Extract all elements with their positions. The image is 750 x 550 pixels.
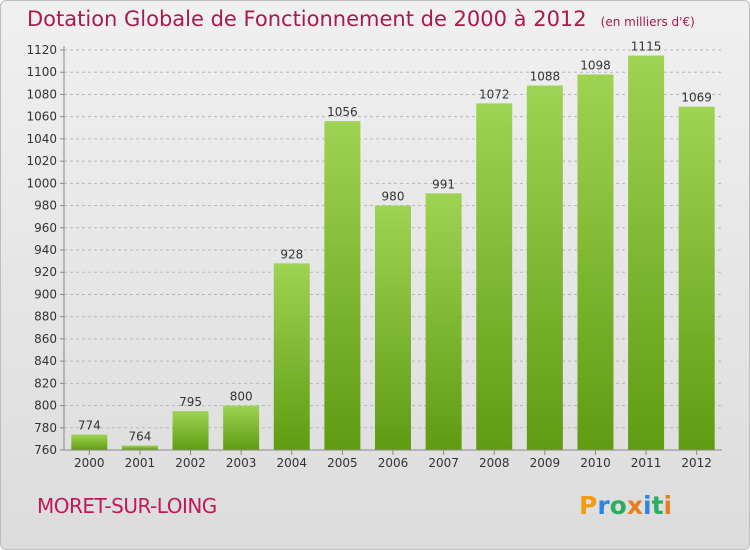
bar [577, 74, 614, 450]
x-tick-label: 2009 [530, 456, 561, 470]
bar [375, 205, 411, 450]
x-tick-label: 2007 [428, 456, 459, 470]
value-label: 795 [179, 395, 202, 409]
title-text: Dotation Globale de Fonctionnement de 20… [27, 7, 587, 31]
x-tick-label: 2006 [378, 456, 409, 470]
bar [324, 121, 361, 450]
bar [172, 411, 209, 450]
y-tick-label: 940 [34, 243, 57, 257]
logo-letter: P [579, 491, 598, 520]
y-tick-label: 1020 [26, 154, 57, 168]
logo-letter: t [651, 491, 664, 520]
value-labels: 774 764 795 800 928 1056 980 991 1072 1088 1098 111… [78, 40, 712, 444]
value-label: 980 [382, 190, 405, 204]
x-tick-label: 2002 [175, 456, 206, 470]
logo-letter: o [609, 491, 627, 520]
value-label: 764 [128, 430, 151, 444]
x-tick-label: 2008 [479, 456, 510, 470]
logo-letter: r [597, 491, 610, 520]
value-label: 1115 [631, 40, 662, 54]
y-tick-label: 760 [34, 443, 57, 457]
x-tick-label: 2003 [226, 456, 257, 470]
y-tick-label: 1000 [26, 176, 57, 190]
logo-letter: i [663, 491, 673, 520]
value-label: 991 [432, 177, 455, 191]
y-axis-ticks: 760 780 800 820 840 860 880 900 920 940 960 980 1000… [26, 43, 64, 457]
value-label: 1072 [479, 87, 510, 101]
y-tick-label: 900 [34, 287, 57, 301]
value-label: 1056 [327, 105, 358, 119]
y-tick-label: 920 [34, 265, 57, 279]
chart-subtitle: (en milliers d'€) [600, 15, 695, 29]
chart-title: Dotation Globale de Fonctionnement de 20… [27, 7, 695, 31]
y-tick-label: 960 [34, 221, 57, 235]
value-label: 800 [230, 390, 253, 404]
x-tick-label: 2004 [276, 456, 307, 470]
y-tick-label: 860 [34, 332, 57, 346]
y-tick-label: 820 [34, 376, 57, 390]
value-label: 928 [280, 247, 303, 261]
y-tick-label: 980 [34, 199, 57, 213]
value-label: 774 [78, 418, 101, 432]
x-tick-label: 2000 [74, 456, 105, 470]
x-tick-label: 2005 [327, 456, 358, 470]
value-label: 1069 [681, 91, 712, 105]
proxiti-logo: Proxiti [579, 491, 672, 520]
y-tick-label: 780 [34, 421, 57, 435]
bar [121, 445, 158, 450]
bar [628, 55, 665, 451]
x-tick-label: 2001 [125, 456, 156, 470]
y-tick-label: 840 [34, 354, 57, 368]
y-tick-label: 1080 [26, 87, 57, 101]
bar [223, 405, 260, 450]
y-tick-label: 1040 [26, 132, 57, 146]
bar [526, 85, 563, 451]
value-label: 1098 [580, 58, 611, 72]
bar [71, 434, 108, 450]
x-tick-label: 2012 [681, 456, 712, 470]
y-tick-label: 1100 [26, 65, 57, 79]
y-tick-label: 880 [34, 310, 57, 324]
bar [476, 103, 513, 450]
x-tick-label: 2011 [631, 456, 662, 470]
x-axis-ticks: 2000 2001 2002 2003 2004 2005 2006 2007 2008 2009… [74, 450, 712, 470]
y-tick-label: 1120 [26, 43, 57, 57]
bars [71, 55, 715, 451]
y-tick-label: 1060 [26, 110, 57, 124]
logo-letter: x [626, 491, 643, 520]
bar [425, 193, 462, 451]
commune-name: MORET-SUR-LOING [37, 494, 217, 518]
value-label: 1088 [530, 70, 561, 84]
bar [273, 263, 310, 450]
x-tick-label: 2010 [580, 456, 611, 470]
y-tick-label: 800 [34, 399, 57, 413]
bar [678, 106, 715, 451]
logo-letter: i [643, 491, 652, 520]
